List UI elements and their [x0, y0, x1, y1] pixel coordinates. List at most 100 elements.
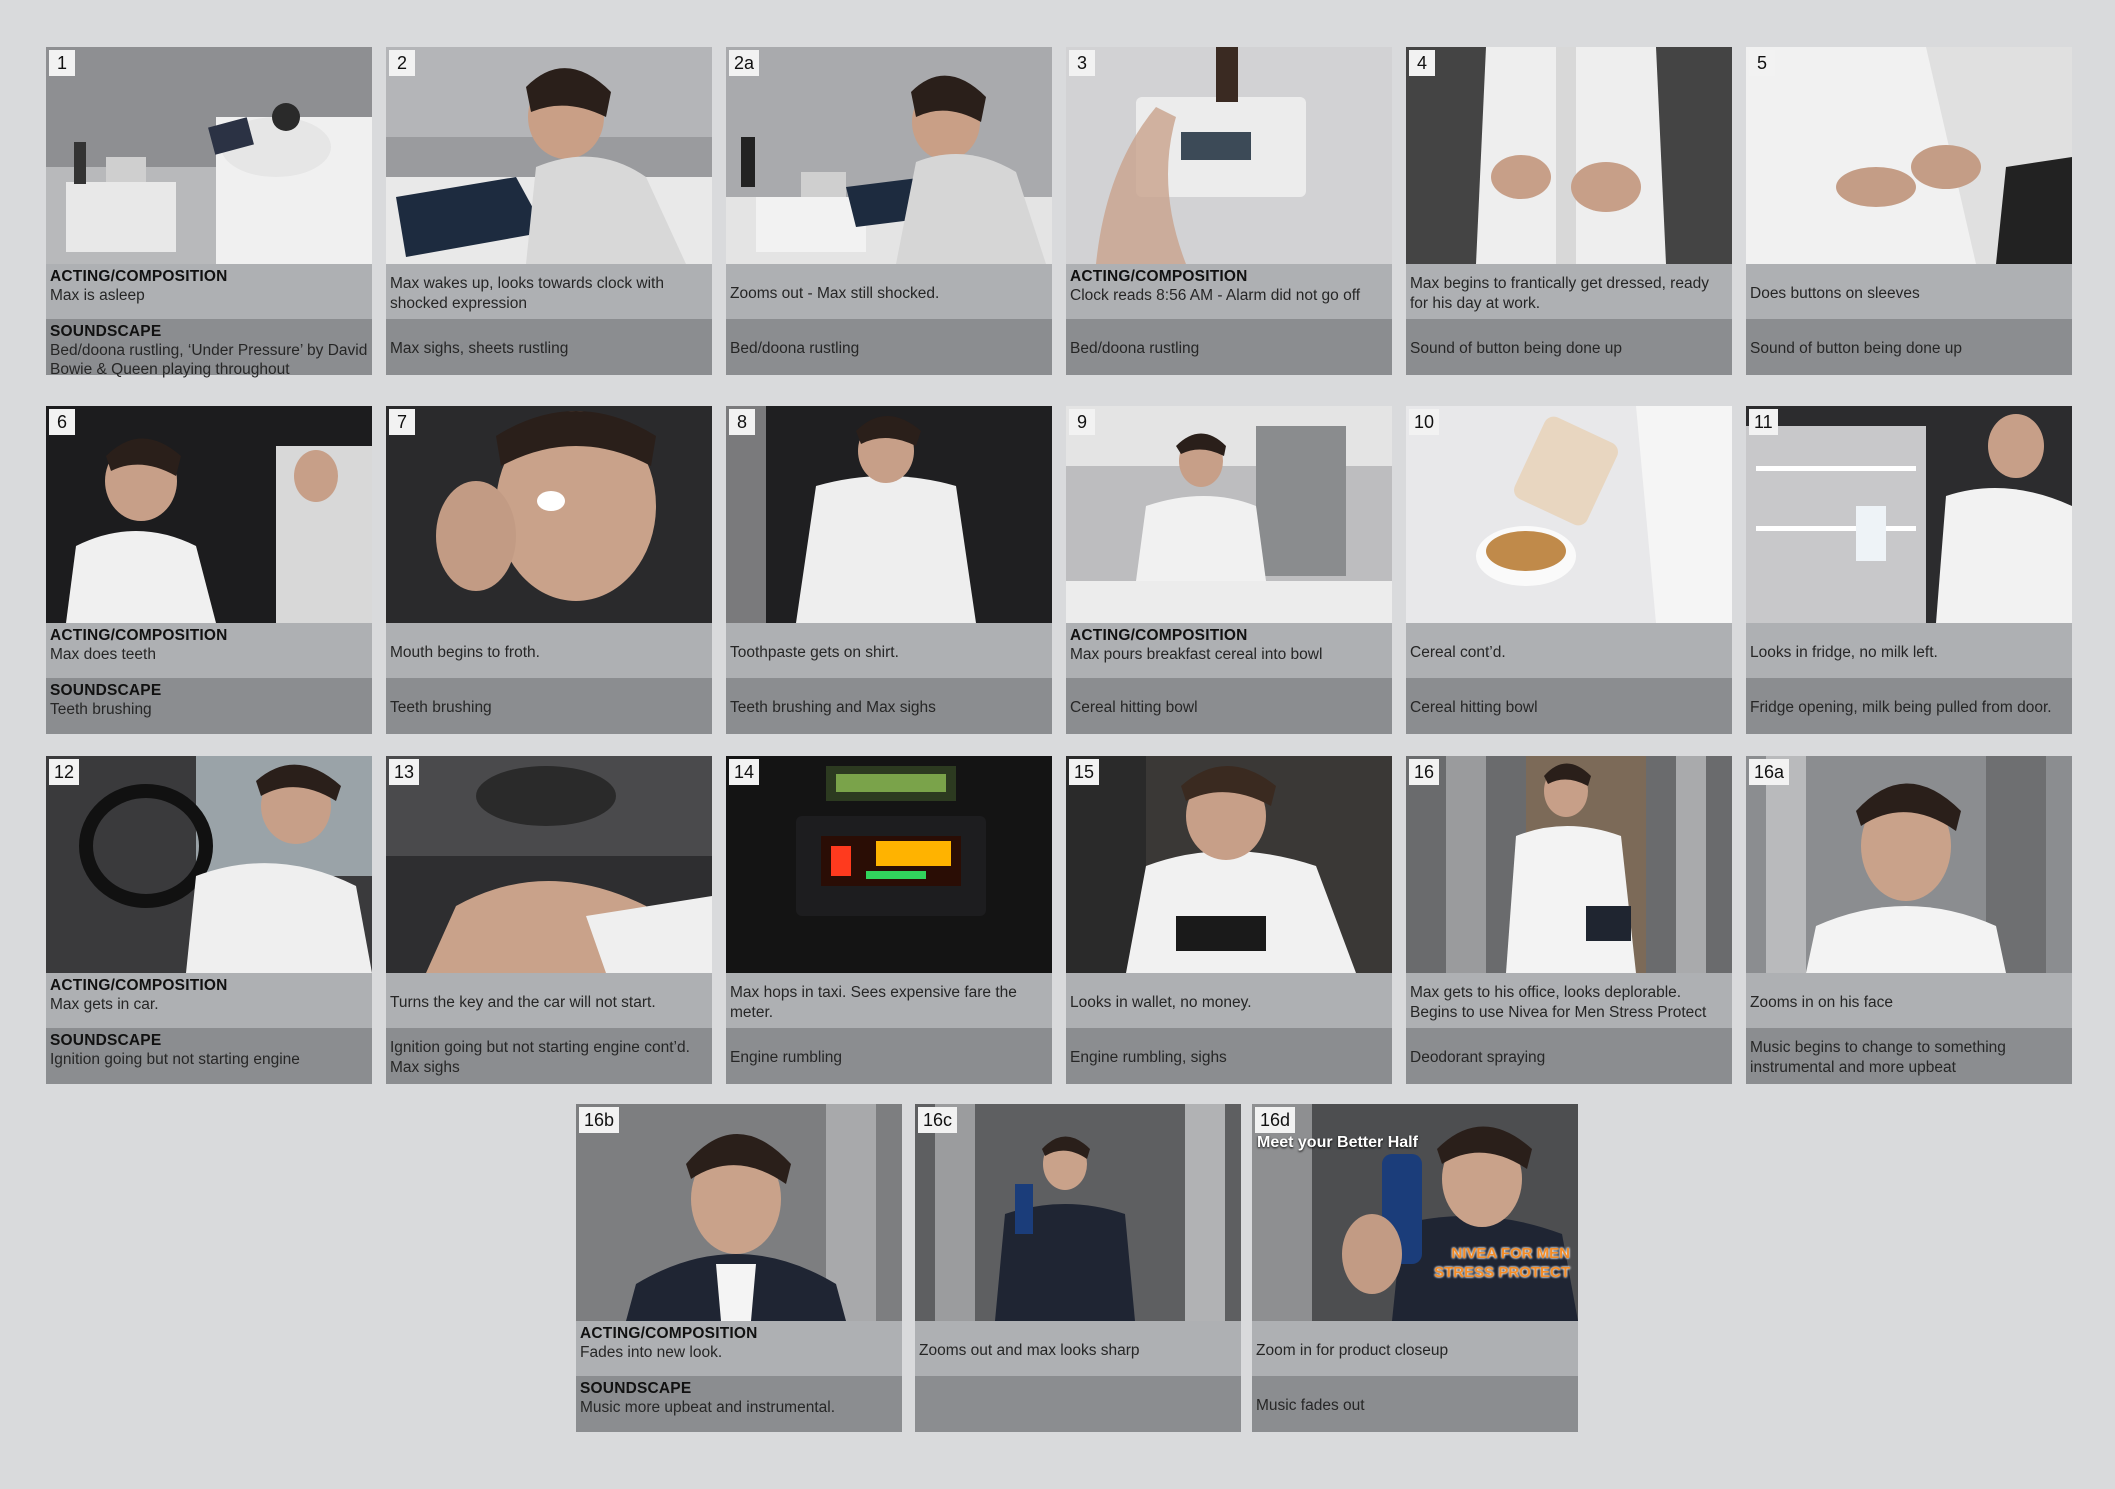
panel-16d: 16d Meet your Better Half NIVEA FOR MEN …	[1252, 1104, 1578, 1432]
photo-16c: 16c	[915, 1104, 1241, 1321]
action-text: Zooms out - Max still shocked.	[730, 285, 940, 302]
sound-text: Teeth brushing and Max sighs	[730, 698, 936, 716]
action-box: Does buttons on sleeves	[1746, 264, 2072, 319]
action-text: Max gets in car.	[50, 996, 159, 1013]
panel-4: 4 Max begins to frantically get dressed,…	[1406, 47, 1732, 375]
action-box: Turns the key and the car will not start…	[386, 973, 712, 1028]
action-box: Mouth begins to froth.	[386, 623, 712, 678]
panel-5: 5 Does buttons on sleeves Sound of butto…	[1746, 47, 2072, 375]
photo-4: 4	[1406, 47, 1732, 264]
sound-box: Cereal hitting bowl	[1406, 678, 1732, 734]
storyboard-row-1: 1 ACTING/COMPOSITION Max is asleep SOUND…	[0, 47, 2115, 378]
panel-number: 11	[1749, 409, 1778, 435]
sound-text: Teeth brushing	[50, 701, 152, 718]
sound-box: SOUNDSCAPE Teeth brushing	[46, 678, 372, 734]
action-box: Cereal cont’d.	[1406, 623, 1732, 678]
action-box: ACTING/COMPOSITION Fades into new look.	[576, 1321, 902, 1376]
ad-headline: Meet your Better Half	[1257, 1134, 1418, 1151]
sound-box	[915, 1376, 1241, 1432]
panel-number: 12	[49, 759, 80, 785]
sound-box: Max sighs, sheets rustling	[386, 319, 712, 375]
panel-16: 16 Max gets to his office, looks deplora…	[1406, 756, 1732, 1084]
action-box: ACTING/COMPOSITION Max pours breakfast c…	[1066, 623, 1392, 678]
photo-11: 11	[1746, 406, 2072, 623]
panel-10: 10 Cereal cont’d. Cereal hitting bowl	[1406, 406, 1732, 734]
panel-15: 15 Looks in wallet, no money. Engine rum…	[1066, 756, 1392, 1084]
photo-8: 8	[726, 406, 1052, 623]
panel-number: 16d	[1255, 1107, 1296, 1133]
action-text: Max is asleep	[50, 287, 145, 304]
brand-text: NIVEA FOR MEN STRESS PROTECT	[1434, 1244, 1570, 1282]
sound-text: Engine rumbling	[730, 1048, 843, 1066]
sound-label: SOUNDSCAPE	[50, 323, 162, 340]
photo-6: 6	[46, 406, 372, 623]
panel-2a: 2a Zooms out - Max still shocked. Bed/do…	[726, 47, 1052, 375]
panel-number: 8	[729, 409, 755, 435]
sound-text: Music begins to change to something inst…	[1750, 1038, 2006, 1076]
panel-number: 16c	[918, 1107, 958, 1133]
sound-box: Engine rumbling, sighs	[1066, 1028, 1392, 1084]
photo-2: 2	[386, 47, 712, 264]
sound-box: Teeth brushing and Max sighs	[726, 678, 1052, 734]
photo-16: 16	[1406, 756, 1732, 973]
panel-16b: 16b ACTING/COMPOSITION Fades into new lo…	[576, 1104, 902, 1432]
sound-box: SOUNDSCAPE Music more upbeat and instrum…	[576, 1376, 902, 1432]
sound-label: SOUNDSCAPE	[50, 1032, 162, 1049]
sound-text: Teeth brushing	[390, 698, 492, 716]
sound-label: SOUNDSCAPE	[580, 1380, 692, 1397]
panel-number: 2a	[729, 50, 760, 76]
action-text: Clock reads 8:56 AM - Alarm did not go o…	[1070, 287, 1361, 304]
sound-text: Sound of button being done up	[1410, 339, 1623, 357]
panel-number: 3	[1069, 50, 1095, 76]
sound-box: Teeth brushing	[386, 678, 712, 734]
panel-1: 1 ACTING/COMPOSITION Max is asleep SOUND…	[46, 47, 372, 378]
photo-1: 1	[46, 47, 372, 264]
sound-box: Bed/doona rustling	[726, 319, 1052, 375]
action-text: Does buttons on sleeves	[1750, 285, 1920, 302]
sound-text: Bed/doona rustling, ‘Under Pressure’ by …	[50, 342, 368, 378]
photo-2a: 2a	[726, 47, 1052, 264]
panel-12: 12 ACTING/COMPOSITION Max gets in car. S…	[46, 756, 372, 1084]
panel-number: 10	[1409, 409, 1440, 435]
panel-number: 16	[1409, 759, 1440, 785]
action-label: ACTING/COMPOSITION	[50, 268, 228, 285]
sound-text: Engine rumbling, sighs	[1070, 1048, 1227, 1066]
action-text: Toothpaste gets on shirt.	[730, 644, 899, 661]
action-box: Max gets to his office, looks deplorable…	[1406, 973, 1732, 1028]
sound-text: Max sighs, sheets rustling	[390, 339, 569, 357]
panel-number: 13	[389, 759, 420, 785]
sound-text: Bed/doona rustling	[730, 339, 860, 357]
sound-text: Ignition going but not starting engine	[50, 1051, 300, 1068]
action-text: Looks in wallet, no money.	[1070, 994, 1252, 1011]
sound-box: Bed/doona rustling	[1066, 319, 1392, 375]
storyboard-row-3: 12 ACTING/COMPOSITION Max gets in car. S…	[0, 756, 2115, 1084]
action-box: Looks in fridge, no milk left.	[1746, 623, 2072, 678]
panel-14: 14 Max hops in taxi. Sees expensive fare…	[726, 756, 1052, 1084]
sound-box: Music begins to change to something inst…	[1746, 1028, 2072, 1084]
sound-text: Bed/doona rustling	[1070, 339, 1200, 357]
action-box: Zoom in for product closeup	[1252, 1321, 1578, 1376]
sound-text: Music more upbeat and instrumental.	[580, 1399, 836, 1416]
panel-3: 3 ACTING/COMPOSITION Clock reads 8:56 AM…	[1066, 47, 1392, 375]
panel-number: 1	[49, 50, 75, 76]
photo-13: 13	[386, 756, 712, 973]
action-label: ACTING/COMPOSITION	[50, 977, 228, 994]
action-label: ACTING/COMPOSITION	[1070, 268, 1248, 285]
action-label: ACTING/COMPOSITION	[50, 627, 228, 644]
brand-line-2: STRESS PROTECT	[1434, 1264, 1570, 1281]
action-label: ACTING/COMPOSITION	[580, 1325, 758, 1342]
action-box: Max wakes up, looks towards clock with s…	[386, 264, 712, 319]
action-text: Max pours breakfast cereal into bowl	[1070, 646, 1323, 663]
sound-box: Music fades out	[1252, 1376, 1578, 1432]
action-text: Zooms out and max looks sharp	[919, 1342, 1140, 1359]
action-text: Zooms in on his face	[1750, 994, 1894, 1011]
panel-9: 9 ACTING/COMPOSITION Max pours breakfast…	[1066, 406, 1392, 734]
panel-2: 2 Max wakes up, looks towards clock with…	[386, 47, 712, 375]
panel-16a: 16a Zooms in on his face Music begins to…	[1746, 756, 2072, 1084]
action-box: ACTING/COMPOSITION Max gets in car.	[46, 973, 372, 1028]
panel-13: 13 Turns the key and the car will not st…	[386, 756, 712, 1084]
action-box: ACTING/COMPOSITION Max is asleep	[46, 264, 372, 319]
photo-12: 12	[46, 756, 372, 973]
photo-9: 9	[1066, 406, 1392, 623]
action-label: ACTING/COMPOSITION	[1070, 627, 1248, 644]
